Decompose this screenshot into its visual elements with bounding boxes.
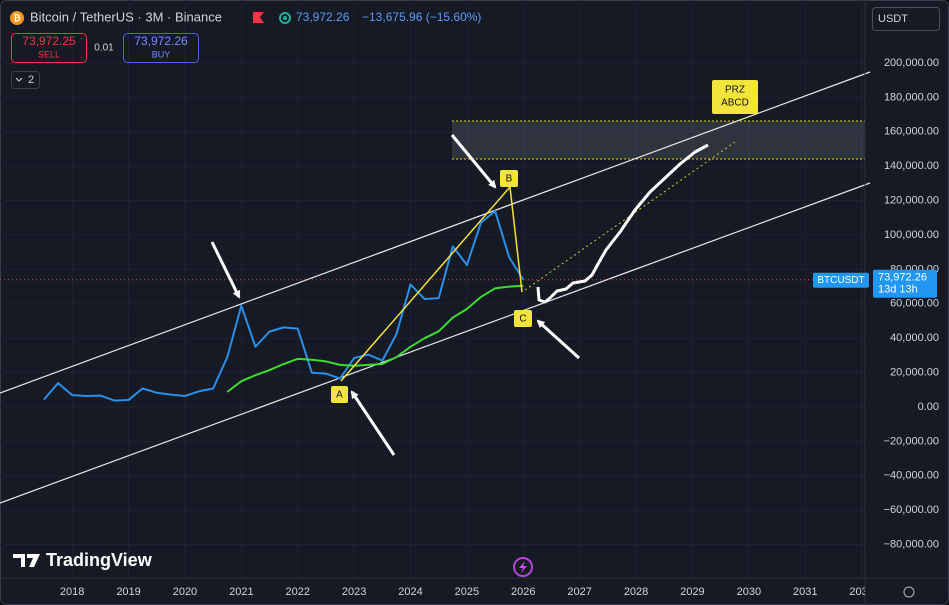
buy-price[interactable]: 73,972.26 — [134, 34, 188, 48]
y-tick-label: 60,000.00 — [890, 298, 939, 310]
label-prz: PRZ — [725, 85, 745, 96]
symbol-tag-text: BTCUSDT — [817, 275, 864, 286]
lightning-icon[interactable] — [513, 557, 533, 577]
countdown-text: 13d 13h — [878, 284, 918, 296]
x-tick-label: 2027 — [567, 586, 591, 598]
grid — [0, 0, 865, 578]
sell-price[interactable]: 73,972.25 — [22, 34, 76, 48]
arrows — [210, 134, 581, 456]
currency-select[interactable] — [872, 7, 940, 31]
label-a: A — [336, 390, 343, 401]
label-b: B — [506, 174, 513, 185]
prz-zone — [452, 121, 865, 159]
y-tick-label: 20,000.00 — [890, 367, 939, 379]
header-price: 73,972.26 — [296, 10, 350, 24]
btc-icon — [10, 11, 24, 25]
quantity: 0.01 — [94, 43, 114, 54]
series — [0, 209, 865, 402]
x-tick-label: 2032 — [849, 586, 873, 598]
header-change: −13,675.96 (−15.60%) — [362, 10, 481, 24]
x-tick-label: 2030 — [737, 586, 761, 598]
label-c-box — [514, 310, 532, 327]
sell-label[interactable]: SELL — [38, 49, 60, 59]
label-prz: ABCD — [721, 98, 749, 109]
y-tick-label: 160,000.00 — [884, 126, 939, 138]
x-tick-label: 2028 — [624, 586, 648, 598]
x-tick-label: 2029 — [680, 586, 704, 598]
x-tick-label: 2019 — [116, 586, 140, 598]
series-line — [226, 284, 524, 393]
x-tick-label: 2022 — [285, 586, 309, 598]
x-tick-label: 2026 — [511, 586, 535, 598]
indicators-toggle[interactable] — [11, 71, 40, 89]
indicators-count[interactable]: 2 — [28, 74, 34, 86]
x-tick-label: 2024 — [398, 586, 422, 598]
x-tick-label: 2023 — [342, 586, 366, 598]
currency[interactable]: USDT — [878, 13, 908, 25]
y-tick-label: 120,000.00 — [884, 194, 939, 206]
label-prz-box — [712, 80, 758, 114]
projection-path — [536, 143, 709, 304]
price-axis: 200,000.00 180,000.00 160,000.00 140,000.00… — [884, 57, 939, 551]
time-axis: 2018 2019 2020 2021 2022 2023 2024 2025 2026 2027… — [60, 586, 873, 598]
y-tick-label: 0.00 — [918, 401, 939, 413]
x-tick-label: 2025 — [455, 586, 479, 598]
chevron — [15, 77, 23, 82]
btc-icon-glyph: ₿ — [13, 13, 20, 23]
label-a-box — [331, 386, 348, 403]
symbol-title: Bitcoin / TetherUS · 3M · Binance — [30, 9, 222, 24]
price-tag-box — [873, 269, 937, 298]
y-tick-label: −60,000.00 — [884, 504, 939, 516]
buy-label[interactable]: BUY — [152, 49, 171, 59]
buy-button[interactable] — [123, 33, 199, 63]
y-tick-label: 180,000.00 — [884, 91, 939, 103]
status-dot — [279, 12, 291, 24]
sell-button[interactable] — [11, 33, 87, 63]
x-tick-label: 2018 — [60, 586, 84, 598]
label-c: C — [519, 314, 526, 325]
channel-lower — [0, 182, 871, 504]
y-tick-label: −40,000.00 — [884, 470, 939, 482]
x-tick-label: 2020 — [173, 586, 197, 598]
price-tag-text: 73,972.26 — [878, 272, 927, 284]
x-tick-label: 2021 — [229, 586, 253, 598]
symbol-tag — [813, 272, 869, 288]
y-tick-label: −80,000.00 — [884, 539, 939, 551]
y-tick-label: 100,000.00 — [884, 229, 939, 241]
y-tick-label: 140,000.00 — [884, 160, 939, 172]
tv-logo-mark — [13, 554, 40, 567]
channel-upper — [0, 71, 871, 394]
y-tick-label: −20,000.00 — [884, 435, 939, 447]
x-tick-label: 2031 — [793, 586, 817, 598]
label-b-box — [500, 170, 518, 187]
settings-icon[interactable] — [903, 586, 915, 598]
tv-logo: TradingView — [46, 550, 153, 570]
lightning-glyph — [519, 561, 527, 573]
status-dot-core — [283, 16, 287, 20]
y-tick-label: 200,000.00 — [884, 57, 939, 69]
y-tick-label: 40,000.00 — [890, 332, 939, 344]
series-line — [43, 209, 525, 402]
flag-icon[interactable] — [253, 12, 264, 23]
